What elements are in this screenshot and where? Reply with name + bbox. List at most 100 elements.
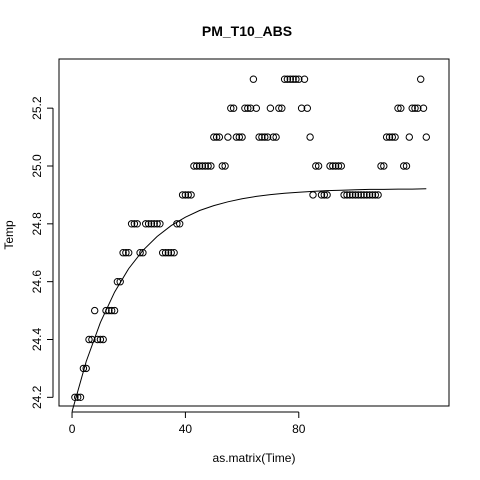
y-tick-label: 24.8	[30, 212, 44, 236]
data-point	[204, 162, 212, 170]
data-point	[198, 162, 207, 170]
data-point	[127, 220, 136, 228]
data-point	[402, 162, 411, 170]
data-point	[394, 104, 402, 112]
data-point	[286, 75, 294, 83]
data-point	[119, 249, 127, 257]
data-point	[283, 75, 292, 83]
y-tick-label: 24.2	[30, 385, 44, 409]
data-point	[411, 104, 419, 112]
data-point	[184, 191, 192, 199]
data-point	[232, 133, 241, 141]
data-point	[110, 306, 119, 315]
data-point	[357, 191, 365, 199]
data-point	[82, 364, 90, 373]
data-point	[326, 162, 334, 170]
data-point	[275, 104, 283, 112]
data-point	[190, 162, 198, 170]
data-point	[99, 335, 107, 344]
data-point	[368, 191, 377, 199]
y-tick-label: 24.6	[30, 270, 44, 294]
data-point	[323, 191, 331, 199]
data-point	[244, 104, 252, 112]
data-point	[329, 162, 337, 170]
chart-title: PM_T10_ABS	[202, 23, 292, 39]
data-point	[108, 306, 116, 315]
data-point	[212, 133, 221, 141]
data-point	[156, 220, 164, 228]
data-point	[170, 249, 178, 257]
data-point	[258, 133, 266, 141]
data-point	[297, 104, 306, 112]
data-point	[161, 249, 170, 257]
data-point	[76, 393, 85, 401]
data-point	[150, 220, 158, 228]
data-point	[105, 306, 113, 315]
data-point	[173, 220, 181, 228]
data-point	[241, 104, 249, 112]
data-point	[312, 162, 320, 170]
data-point	[314, 162, 323, 170]
data-point	[159, 249, 167, 257]
y-axis-label: Temp	[2, 220, 16, 250]
data-point	[227, 104, 235, 112]
data-point	[303, 104, 311, 112]
data-point	[385, 133, 394, 141]
data-point	[210, 133, 218, 141]
data-point	[187, 191, 195, 199]
data-point	[388, 133, 396, 141]
data-point	[164, 249, 173, 257]
data-point	[71, 393, 79, 401]
data-point	[178, 191, 187, 199]
data-point	[261, 133, 269, 141]
data-point	[371, 191, 379, 199]
data-point	[85, 335, 93, 344]
data-point	[218, 162, 227, 170]
y-axis: 24.2 24.4 24.6 24.8 25.0 25.2	[30, 96, 54, 409]
x-axis-label: as.matrix(Time)	[213, 451, 296, 465]
data-point	[391, 133, 399, 141]
data-point	[224, 133, 232, 141]
data-point	[79, 364, 88, 373]
data-point	[343, 191, 351, 199]
data-point	[153, 220, 161, 228]
data-point	[102, 306, 110, 315]
data-point	[306, 133, 314, 141]
data-point	[122, 249, 130, 257]
data-point	[278, 104, 286, 112]
data-points	[71, 75, 430, 401]
data-point	[125, 249, 133, 257]
data-point	[292, 75, 300, 83]
data-point	[377, 162, 385, 170]
data-point	[74, 393, 82, 401]
data-point	[133, 220, 141, 228]
data-point	[252, 104, 260, 112]
data-point	[363, 191, 371, 199]
data-point	[91, 306, 99, 315]
data-point	[246, 104, 255, 112]
data-point	[397, 104, 405, 112]
data-point	[272, 133, 280, 141]
data-point	[400, 162, 408, 170]
data-point	[408, 104, 416, 112]
data-point	[417, 75, 425, 83]
data-point	[88, 335, 96, 344]
data-point	[365, 191, 374, 199]
data-point	[142, 220, 150, 228]
data-point	[249, 75, 258, 83]
x-axis: 0 40 80	[69, 411, 306, 436]
data-point	[340, 191, 348, 199]
data-point	[422, 133, 430, 141]
data-point	[382, 133, 391, 141]
data-point	[331, 162, 340, 170]
y-tick-label: 24.4	[30, 327, 44, 351]
data-point	[144, 220, 153, 228]
data-point	[354, 191, 362, 199]
y-tick-label: 25.0	[30, 154, 44, 178]
data-point	[195, 162, 204, 170]
data-point	[181, 191, 190, 199]
data-point	[116, 278, 124, 286]
data-point	[280, 75, 289, 83]
data-point	[360, 191, 368, 199]
data-point	[419, 104, 428, 112]
